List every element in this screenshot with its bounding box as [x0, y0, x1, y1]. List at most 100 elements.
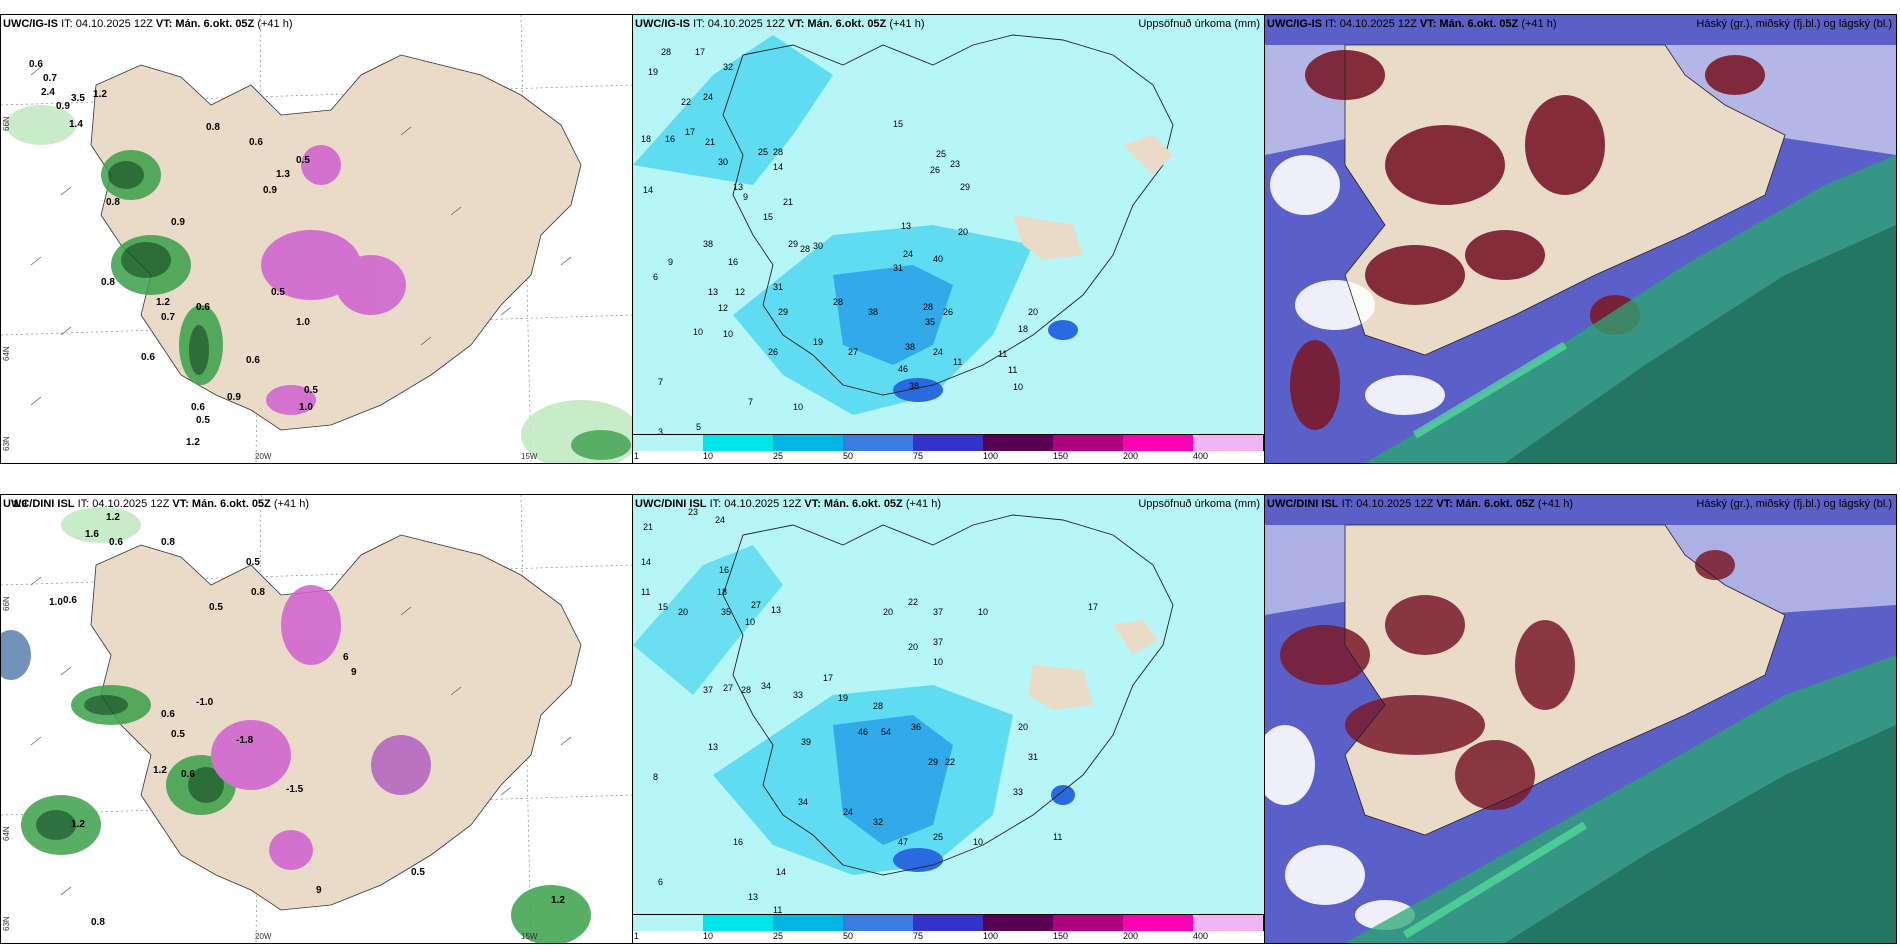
colorbar-seg: [1123, 915, 1194, 931]
value-label: 1.9: [13, 499, 27, 510]
panel-top-middle: 28 17 32 19 24 22 18 16 17 21 14 30 13 2…: [632, 14, 1265, 464]
colorbar-tick: 100: [983, 931, 999, 941]
colorbar-seg: [773, 435, 844, 451]
value-label: 0.5: [196, 415, 210, 426]
value-label: 27: [723, 683, 733, 693]
colorbar-tick: 50: [843, 451, 854, 461]
value-label: 24: [843, 807, 853, 817]
value-label: 17: [1088, 602, 1098, 612]
value-label: 20: [678, 607, 688, 617]
map-top-right: [1265, 15, 1896, 463]
value-label: 0.7: [161, 312, 175, 323]
value-label: 32: [723, 62, 733, 72]
value-label: 1.3: [276, 169, 290, 180]
lat-label-64n: 64N: [2, 346, 11, 361]
value-label: 0.8: [106, 197, 120, 208]
value-label: 1.2: [551, 895, 565, 906]
value-label: 22: [681, 97, 691, 107]
value-label: 3: [658, 427, 663, 435]
value-label: 37: [703, 685, 713, 695]
value-label: 25: [936, 149, 946, 159]
value-label: 11: [1008, 365, 1017, 375]
value-label: 24: [715, 515, 725, 525]
value-label: 20: [958, 227, 968, 237]
value-label: 35: [721, 607, 731, 617]
lat-label-63n: 63N: [2, 436, 11, 451]
value-label: 16: [665, 134, 675, 144]
colorbar-seg: [913, 915, 984, 931]
value-label: 21: [643, 522, 653, 532]
value-label: 0.9: [227, 392, 241, 403]
colorbar-seg: [1053, 915, 1124, 931]
value-label: 1.2: [153, 765, 167, 776]
lat-label-66n: 66N: [2, 116, 11, 131]
value-label: 25: [758, 147, 768, 157]
value-label: 14: [776, 867, 786, 877]
value-label: 11: [1053, 832, 1062, 842]
map-bottom-left: 1.9 1.2 1.6 0.6 0.8 1.0 0.6 0.5 0.8 0.5 …: [1, 495, 632, 943]
colorbar-tick: 150: [1053, 931, 1069, 941]
value-label: 16: [728, 257, 738, 267]
panel-header: UWC/IG-IS IT: 04.10.2025 12Z VT: Mán. 6.…: [635, 18, 925, 30]
value-label: 1.2: [186, 437, 200, 448]
value-label: 6: [653, 272, 658, 282]
lon-label-20w: 20W: [255, 932, 272, 941]
value-label: 1.2: [106, 512, 120, 523]
value-label: 33: [793, 690, 803, 700]
value-label: 10: [978, 607, 988, 617]
colorbar-tick: 10: [703, 931, 714, 941]
value-label: 0.5: [304, 385, 318, 396]
value-label: 21: [705, 137, 715, 147]
value-label: 0.6: [246, 355, 260, 366]
value-label: 14: [641, 557, 651, 567]
value-label: 38: [909, 381, 919, 391]
value-label: 47: [898, 837, 908, 847]
colorbar-seg: [703, 435, 774, 451]
colorbar-seg: [773, 915, 844, 931]
panel-top-right: UWC/IG-IS IT: 04.10.2025 12Z VT: Mán. 6.…: [1264, 14, 1897, 464]
colorbar-tick: 10: [703, 451, 714, 461]
value-label: 28: [661, 47, 671, 57]
value-label: 0.7: [43, 73, 57, 84]
value-label: 23: [950, 159, 960, 169]
colorbar-seg: [1193, 915, 1264, 931]
value-label: -1.0: [196, 697, 214, 708]
value-label: 24: [703, 92, 713, 102]
value-label: 13: [708, 287, 718, 297]
value-label: 9: [743, 192, 748, 202]
colorbar-tick: 1: [634, 931, 640, 941]
value-label: 9: [316, 885, 322, 896]
value-label: 29: [778, 307, 788, 317]
value-label: 19: [813, 337, 823, 347]
value-label: 0.6: [196, 302, 210, 313]
value-label: 17: [823, 673, 833, 683]
value-label: 25: [933, 832, 943, 842]
value-label: 7: [748, 397, 753, 407]
value-label: 10: [793, 402, 803, 412]
lon-label-15w: 15W: [521, 932, 538, 941]
value-label: 0.6: [161, 709, 175, 720]
value-label: 0.9: [56, 101, 70, 112]
value-label: 13: [771, 605, 781, 615]
value-label: 46: [858, 727, 868, 737]
value-label: 1.2: [156, 297, 170, 308]
map-top-middle: 28 17 32 19 24 22 18 16 17 21 14 30 13 2…: [633, 15, 1264, 435]
value-label: 10: [933, 657, 943, 667]
panel-header: UWC/DINI ISL IT: 04.10.2025 12Z VT: Mán.…: [3, 498, 310, 510]
lon-label-15w: 15W: [521, 452, 538, 461]
colorbar-seg: [1193, 435, 1264, 451]
value-label: 22: [908, 597, 918, 607]
value-label: 0.6: [141, 352, 155, 363]
value-label: 19: [648, 67, 658, 77]
value-label: 38: [703, 239, 713, 249]
value-label: 15: [763, 212, 773, 222]
value-label: 33: [1013, 787, 1023, 797]
value-label: 18: [1018, 324, 1028, 334]
value-label: 9: [351, 667, 357, 678]
value-label: 22: [945, 757, 955, 767]
value-label: 20: [1028, 307, 1038, 317]
value-label: 6: [658, 877, 663, 887]
value-label: 0.8: [101, 277, 115, 288]
panel-header: UWC/IG-IS IT: 04.10.2025 12Z VT: Mán. 6.…: [1267, 18, 1557, 30]
panel-title-right: Uppsöfnuð úrkoma (mm): [1138, 498, 1260, 510]
